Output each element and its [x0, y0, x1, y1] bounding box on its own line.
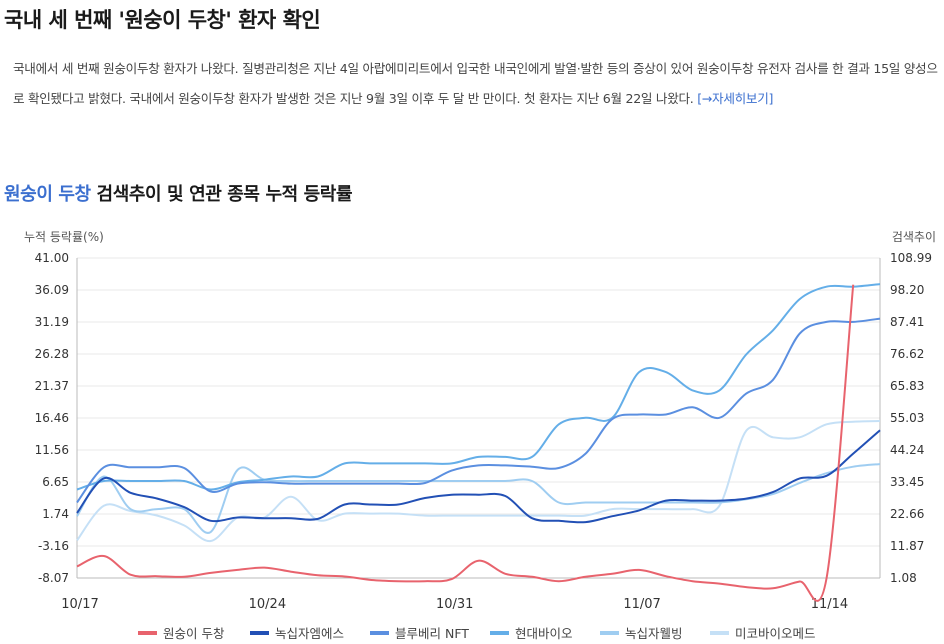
legend-label: 녹십자엠에스 — [275, 626, 344, 641]
y-right-tick-label: 87.41 — [890, 315, 924, 329]
y-right-tick-label: 11.87 — [890, 539, 924, 553]
y-left-tick-label: 26.28 — [35, 347, 69, 361]
series-line-3 — [76, 283, 881, 491]
y-left-tick-label: 21.37 — [35, 379, 69, 393]
legend-swatch — [490, 631, 509, 635]
series-line-2 — [76, 317, 881, 504]
y-left-tick-label: 6.65 — [42, 475, 69, 489]
legend-swatch — [250, 631, 269, 635]
y-left-axis-title: 누적 등락률(%) — [24, 230, 104, 244]
y-right-axis-title: 검색추이 — [892, 230, 936, 244]
y-left-tick-label: 36.09 — [35, 283, 69, 297]
read-more-link[interactable]: [→자세히보기] — [697, 91, 774, 106]
y-right-tick-label: 1.08 — [890, 571, 917, 585]
y-right-tick-label: 55.03 — [890, 411, 924, 425]
line-chart: 41.00 108.99 36.09 98.20 31.19 87.41 26.28 76.6… — [24, 230, 936, 641]
y-left-tick-label: 16.46 — [35, 411, 69, 425]
y-left-tick-label: 11.56 — [35, 443, 69, 457]
y-left-tick-label: -8.07 — [38, 571, 69, 585]
legend-swatch — [370, 631, 389, 635]
y-right-tick-label: 65.83 — [890, 379, 924, 393]
series-line-0 — [76, 284, 855, 602]
y-right-tick-label: 98.20 — [890, 283, 924, 297]
chart-title-keyword: 원숭이 두창 — [4, 184, 91, 205]
y-right-tick-label: 44.24 — [890, 443, 924, 457]
legend-swatch — [600, 631, 619, 635]
legend-label: 원숭이 두창 — [163, 626, 225, 641]
article-summary-text: 국내에서 세 번째 원숭이두창 환자가 나왔다. 질병관리청은 지난 4일 아랍… — [13, 61, 938, 106]
x-tick-label: 11/14 — [811, 597, 848, 612]
x-tick-label: 10/17 — [61, 597, 98, 612]
y-left-tick-label: -3.16 — [38, 539, 69, 553]
legend-swatch — [138, 631, 157, 635]
series-line-5 — [76, 420, 881, 543]
y-right-tick-label: 76.62 — [890, 347, 924, 361]
y-right-tick-label: 22.66 — [890, 507, 924, 521]
article-headline: 국내 세 번째 '원숭이 두창' 환자 확인 — [4, 8, 321, 32]
article-summary: 국내에서 세 번째 원숭이두창 환자가 나왔다. 질병관리청은 지난 4일 아랍… — [13, 54, 938, 114]
legend-swatch — [710, 631, 729, 635]
y-right-tick-label: 108.99 — [890, 251, 932, 265]
legend-label: 녹십자웰빙 — [625, 626, 683, 641]
legend-label: 현대바이오 — [515, 626, 573, 641]
legend-label: 블루베리 NFT — [395, 626, 469, 641]
series-line-1 — [76, 429, 881, 524]
x-tick-label: 10/31 — [436, 597, 473, 612]
chart-title-rest: 검색추이 및 연관 종목 누적 등락률 — [90, 184, 353, 205]
series-line-4 — [76, 463, 881, 534]
x-tick-label: 11/07 — [623, 597, 660, 612]
y-left-tick-label: 1.74 — [42, 507, 69, 521]
y-left-tick-label: 31.19 — [35, 315, 69, 329]
y-left-tick-label: 41.00 — [35, 251, 69, 265]
legend-label: 미코바이오메드 — [735, 626, 816, 641]
chart-title: 원숭이 두창 검색추이 및 연관 종목 누적 등락률 — [4, 180, 353, 206]
y-right-tick-label: 33.45 — [890, 475, 924, 489]
x-tick-label: 10/24 — [249, 597, 286, 612]
